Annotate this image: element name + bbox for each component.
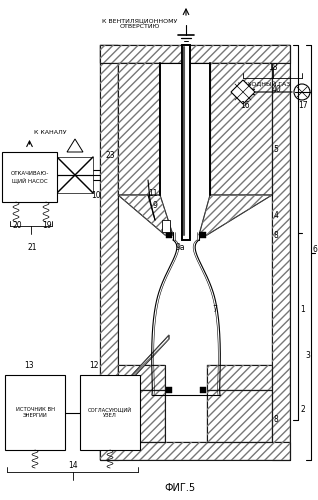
Text: 14: 14 <box>68 460 78 469</box>
Bar <box>160 63 210 195</box>
Text: К КАНАЛУ: К КАНАЛУ <box>34 130 67 134</box>
Polygon shape <box>207 390 272 442</box>
Polygon shape <box>100 45 118 460</box>
Text: ФИГ.5: ФИГ.5 <box>164 483 196 493</box>
Text: 12: 12 <box>89 360 99 370</box>
Bar <box>5 375 65 450</box>
Text: 23: 23 <box>105 150 115 160</box>
Polygon shape <box>231 80 255 104</box>
Bar <box>162 220 170 232</box>
Text: 16: 16 <box>240 102 250 110</box>
Polygon shape <box>100 442 290 460</box>
Text: 5: 5 <box>273 146 279 154</box>
Text: 6: 6 <box>313 246 317 254</box>
Text: 7: 7 <box>212 306 218 314</box>
Bar <box>166 387 172 393</box>
Bar <box>182 45 190 240</box>
Text: 21: 21 <box>27 242 37 252</box>
Polygon shape <box>118 335 169 392</box>
Text: СОГЛАСУЮЩИЙ
УЗЕЛ: СОГЛАСУЮЩИЙ УЗЕЛ <box>88 406 132 418</box>
Text: 9: 9 <box>153 200 157 209</box>
Bar <box>166 232 172 238</box>
Text: 10: 10 <box>91 190 101 200</box>
Bar <box>57 157 93 193</box>
Text: 9a: 9a <box>175 244 185 252</box>
Text: ИСХОДНЫЙ ГАЗ: ИСХОДНЫЙ ГАЗ <box>238 80 290 86</box>
Text: 19: 19 <box>42 220 52 230</box>
Text: ОТКАЧИВАЮ-
ЩИЙ НАСОС: ОТКАЧИВАЮ- ЩИЙ НАСОС <box>10 171 49 183</box>
Polygon shape <box>100 45 290 63</box>
Text: 8: 8 <box>273 416 278 424</box>
Text: 11: 11 <box>148 188 158 198</box>
Text: 8: 8 <box>273 230 278 239</box>
Text: К ВЕНТИЛЯЦИОННОМУ
ОТВЕРСТИЮ: К ВЕНТИЛЯЦИОННОМУ ОТВЕРСТИЮ <box>102 18 178 29</box>
Polygon shape <box>118 365 165 390</box>
Text: 40: 40 <box>271 86 281 94</box>
Polygon shape <box>207 365 272 390</box>
Text: ИСТОЧНИК ВН
ЭНЕРГИИ: ИСТОЧНИК ВН ЭНЕРГИИ <box>16 407 54 418</box>
Text: 20: 20 <box>12 220 22 230</box>
Bar <box>2 152 57 202</box>
Text: 13: 13 <box>24 360 34 370</box>
Bar <box>80 375 140 450</box>
Polygon shape <box>272 45 290 460</box>
Polygon shape <box>118 390 165 442</box>
Text: 1: 1 <box>301 306 305 314</box>
Text: 18: 18 <box>268 64 278 72</box>
Text: 2: 2 <box>301 406 305 414</box>
Text: 4: 4 <box>273 210 279 220</box>
Text: 3: 3 <box>306 350 310 360</box>
Text: 17: 17 <box>298 102 308 110</box>
Polygon shape <box>118 195 173 235</box>
Polygon shape <box>67 139 83 152</box>
Bar <box>200 232 206 238</box>
Polygon shape <box>210 63 272 195</box>
Polygon shape <box>199 195 272 235</box>
Bar <box>200 387 206 393</box>
Polygon shape <box>118 63 160 195</box>
